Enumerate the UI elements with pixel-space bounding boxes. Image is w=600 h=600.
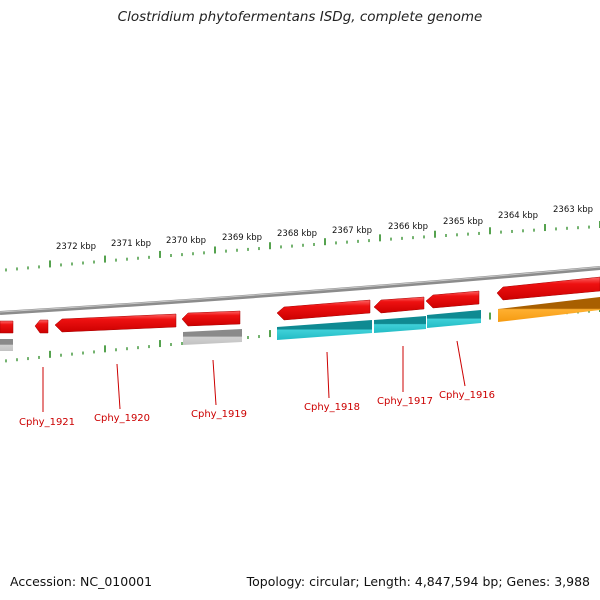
- cds-block-cphy-1918[interactable]: [277, 320, 372, 340]
- genome-summary-text: Topology: circular; Length: 4,847,594 bp…: [246, 574, 590, 589]
- cds-block-orange[interactable]: [498, 297, 600, 322]
- gene-leader-lines: [42, 340, 466, 412]
- genome-backbone-highlight: [0, 266, 600, 313]
- scale-label-2363: 2363 kbp: [553, 205, 593, 215]
- gene-arrow-cphy-1919[interactable]: [181, 310, 241, 327]
- gene-arrow-cphy-1917[interactable]: [373, 296, 425, 314]
- gene-arrow[interactable]: [496, 276, 600, 301]
- gene-arrow[interactable]: [0, 320, 14, 334]
- scale-label-2368: 2368 kbp: [277, 229, 317, 239]
- genome-backbone: [0, 266, 600, 315]
- cds-block-cphy-1916[interactable]: [427, 310, 481, 328]
- cds-block-grey[interactable]: [0, 339, 13, 351]
- gene-label-cphy-1920[interactable]: Cphy_1920: [94, 413, 150, 424]
- gene-arrow-cphy-1918[interactable]: [276, 299, 371, 321]
- gene-track-upper: [0, 276, 600, 334]
- scale-label-2369: 2369 kbp: [222, 233, 262, 243]
- gene-arrow-cphy-1920[interactable]: [54, 313, 177, 333]
- scale-label-2364: 2364 kbp: [498, 211, 538, 221]
- map-title: Clostridium phytofermentans ISDg, comple…: [117, 9, 483, 25]
- accession-text: Accession: NC_010001: [10, 574, 153, 589]
- gene-labels: Cphy_1921 Cphy_1920 Cphy_1919 Cphy_1918 …: [19, 390, 495, 428]
- upper-scale-ticks: [5, 221, 600, 272]
- gene-label-cphy-1918[interactable]: Cphy_1918: [304, 402, 360, 413]
- gene-arrow-cphy-1916[interactable]: [425, 290, 480, 309]
- scale-label-2366: 2366 kbp: [388, 222, 428, 232]
- gene-track-lower: [0, 297, 600, 351]
- cds-block-cphy-1917[interactable]: [374, 316, 426, 333]
- gene-label-cphy-1917[interactable]: Cphy_1917: [377, 396, 433, 407]
- scale-label-2365: 2365 kbp: [443, 217, 483, 227]
- gene-label-cphy-1919[interactable]: Cphy_1919: [191, 409, 247, 420]
- scale-label-2370: 2370 kbp: [166, 236, 206, 246]
- gene-label-cphy-1921[interactable]: Cphy_1921: [19, 417, 75, 428]
- gene-label-cphy-1916[interactable]: Cphy_1916: [439, 390, 495, 401]
- cds-block-cphy-1919[interactable]: [183, 329, 242, 345]
- scale-label-2367: 2367 kbp: [332, 226, 372, 236]
- scale-label-2372: 2372 kbp: [56, 242, 96, 252]
- gene-arrow[interactable]: [34, 319, 49, 334]
- scale-labels: 2372 kbp 2371 kbp 2370 kbp 2369 kbp 2368…: [56, 205, 593, 252]
- scale-label-2371: 2371 kbp: [111, 239, 151, 249]
